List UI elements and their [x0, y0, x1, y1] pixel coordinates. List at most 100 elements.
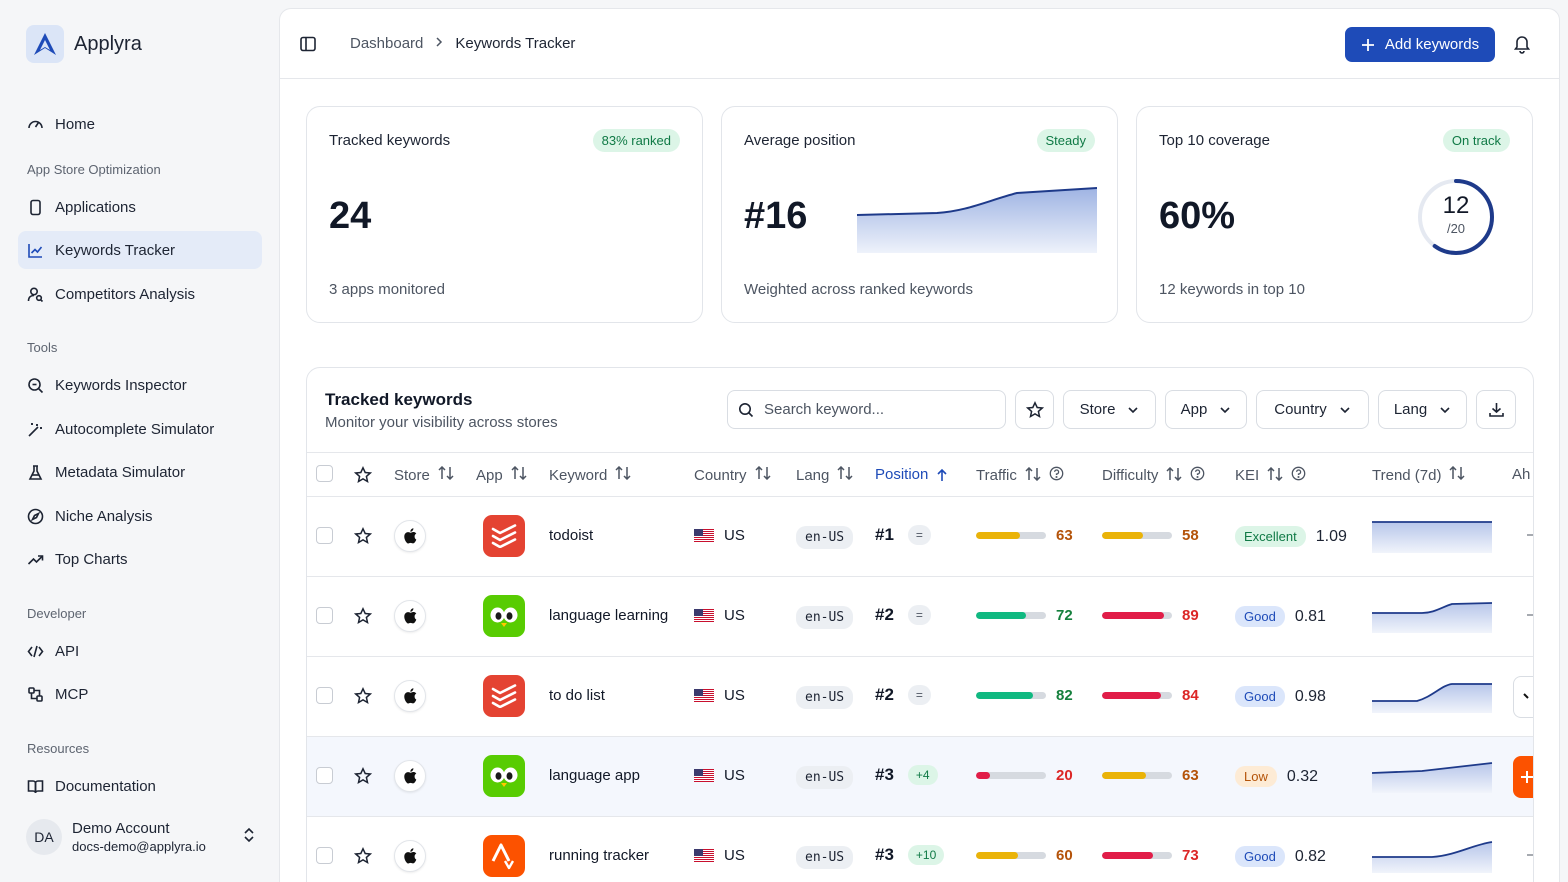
select-all-checkbox[interactable] [316, 465, 333, 482]
sidebar-item-home[interactable]: Home [18, 105, 262, 143]
account-email: docs-demo@applyra.io [72, 839, 206, 854]
country-filter-label: Country [1274, 401, 1327, 418]
chevron-down-icon [1440, 406, 1450, 413]
star-icon [1025, 400, 1044, 418]
plug-icon [27, 686, 44, 703]
sidebar-item-mcp[interactable]: MCP [18, 675, 262, 713]
help-circle-icon[interactable] [1190, 466, 1205, 485]
export-button[interactable] [1476, 390, 1516, 429]
sidebar-item-label: Applications [55, 198, 136, 216]
keyword-text[interactable]: running tracker [549, 847, 650, 864]
card-title: Average position [744, 132, 856, 149]
column-header-lang[interactable]: Lang [796, 465, 853, 484]
store-filter-label: Store [1079, 401, 1116, 418]
stat-card-average-position: Average position Steady #16 Weighted acr… [721, 106, 1118, 323]
stat-card-top10-coverage: Top 10 coverage On track 60% 12 /20 12 k… [1136, 106, 1533, 323]
breadcrumb-dashboard[interactable]: Dashboard [350, 35, 424, 52]
search-zoom-icon [27, 377, 44, 394]
row-checkbox[interactable] [316, 607, 333, 624]
keyword-text[interactable]: todoist [549, 527, 594, 544]
star-icon[interactable] [353, 466, 373, 489]
star-icon[interactable] [354, 687, 372, 705]
star-icon[interactable] [354, 847, 372, 865]
help-circle-icon[interactable] [1291, 466, 1306, 485]
table-row[interactable]: language app US en-US #3 +4 20 63 Low 0.32 [307, 737, 1533, 817]
duolingo-app-icon [483, 755, 525, 797]
section-label-resources: Resources [27, 741, 90, 756]
sidebar-item-label: MCP [55, 685, 89, 703]
us-flag-icon [694, 849, 714, 862]
sidebar-toggle-icon[interactable] [299, 35, 317, 58]
row-checkbox[interactable] [316, 527, 333, 544]
star-icon[interactable] [354, 527, 372, 545]
help-circle-icon[interactable] [1049, 466, 1064, 485]
account-switcher[interactable]: DA Demo Account docs-demo@applyra.io [26, 819, 256, 855]
column-header-position[interactable]: Position [875, 466, 948, 483]
sidebar-item-api[interactable]: API [18, 632, 262, 670]
table-row[interactable]: todoist US en-US #1 = 63 58 Excellent 1.09 – [307, 497, 1533, 577]
card-subtitle: 3 apps monitored [329, 281, 445, 298]
keyword-text[interactable]: language app [549, 767, 640, 784]
sort-icon [755, 465, 771, 484]
column-header-trend[interactable]: Trend (7d) [1372, 465, 1466, 484]
kei-value: 0.82 [1294, 847, 1326, 865]
column-header-store[interactable]: Store [394, 465, 454, 484]
row-checkbox[interactable] [316, 847, 333, 864]
column-header-traffic[interactable]: Traffic [976, 466, 1064, 485]
difficulty-value: 84 [1182, 687, 1199, 704]
lang-badge: en-US [796, 766, 854, 789]
apple-store-icon [394, 840, 426, 872]
table-row[interactable]: language learning US en-US #2 = 72 89 Good 0.81 – [307, 577, 1533, 657]
keyword-text[interactable]: language learning [549, 607, 669, 624]
ring-total: /20 [1446, 221, 1466, 236]
favorites-filter-button[interactable] [1015, 390, 1054, 429]
search-icon [739, 402, 754, 417]
sidebar-item-applications[interactable]: Applications [18, 188, 262, 226]
brand[interactable]: Applyra [26, 25, 142, 63]
breadcrumb-current: Keywords Tracker [455, 35, 576, 52]
column-header-truncated[interactable]: Ah [1512, 466, 1530, 483]
search-box [727, 390, 1006, 429]
column-header-keyword[interactable]: Keyword [549, 465, 631, 484]
sidebar-item-top-charts[interactable]: Top Charts [18, 540, 262, 578]
table-row[interactable]: running tracker US en-US #3 +10 60 73 Good 0.82 – [307, 817, 1533, 882]
coverage-ring: 12 /20 [1416, 177, 1496, 257]
lang-filter-select[interactable]: Lang [1378, 390, 1467, 429]
sidebar-item-keywords-tracker[interactable]: Keywords Tracker [18, 231, 262, 269]
sidebar-item-documentation[interactable]: Documentation [18, 767, 262, 805]
kei-value: 1.09 [1315, 527, 1347, 545]
column-header-kei[interactable]: KEI [1235, 466, 1306, 485]
stat-card-tracked-keywords: Tracked keywords 83% ranked 24 3 apps mo… [306, 106, 703, 323]
column-header-app[interactable]: App [476, 465, 527, 484]
row-checkbox[interactable] [316, 687, 333, 704]
column-header-country[interactable]: Country [694, 465, 771, 484]
truncated-cell: – [1527, 526, 1533, 543]
table-row[interactable]: to do list US en-US #2 = 82 84 Good 0.98 [307, 657, 1533, 737]
sidebar-item-label: Home [55, 115, 96, 133]
plus-icon [1361, 38, 1374, 51]
strava-app-icon [483, 835, 525, 877]
add-keywords-button[interactable]: Add keywords [1345, 27, 1495, 62]
sidebar-item-niche-analysis[interactable]: Niche Analysis [18, 497, 262, 535]
store-filter-select[interactable]: Store [1063, 390, 1156, 429]
column-header-difficulty[interactable]: Difficulty [1102, 466, 1205, 485]
app-filter-select[interactable]: App [1165, 390, 1247, 429]
compass-icon [27, 508, 44, 525]
card-title: Tracked keywords [329, 132, 451, 149]
country-filter-select[interactable]: Country [1256, 390, 1369, 429]
star-icon[interactable] [354, 767, 372, 785]
sidebar-item-keywords-inspector[interactable]: Keywords Inspector [18, 366, 262, 404]
column-label: Trend (7d) [1372, 466, 1442, 484]
star-icon[interactable] [354, 607, 372, 625]
bell-icon[interactable] [1513, 34, 1531, 59]
apple-store-icon [394, 600, 426, 632]
sidebar-item-autocomplete-simulator[interactable]: Autocomplete Simulator [18, 410, 262, 448]
row-action-button[interactable] [1513, 676, 1533, 718]
sidebar-item-label: Keywords Tracker [55, 241, 176, 259]
row-add-button[interactable] [1513, 756, 1533, 798]
sidebar-item-competitors-analysis[interactable]: Competitors Analysis [18, 275, 262, 313]
search-input[interactable] [764, 401, 984, 418]
sidebar-item-metadata-simulator[interactable]: Metadata Simulator [18, 453, 262, 491]
row-checkbox[interactable] [316, 767, 333, 784]
keyword-text[interactable]: to do list [549, 687, 605, 704]
